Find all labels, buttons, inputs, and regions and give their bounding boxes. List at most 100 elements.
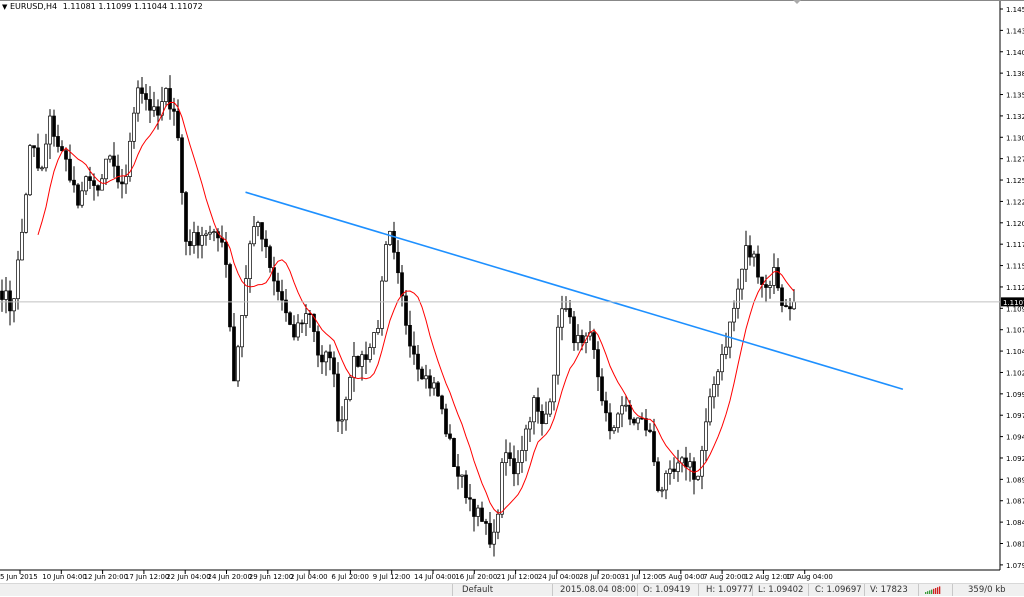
bear-candle bbox=[464, 474, 468, 499]
y-tick-label: 1.10485 bbox=[1006, 348, 1024, 356]
bull-candle bbox=[548, 401, 552, 415]
bull-candle bbox=[476, 507, 480, 517]
x-tick-label: 10 Jun 04:00 bbox=[42, 573, 86, 581]
status-open: O: 1.09419 bbox=[643, 585, 691, 595]
trendline bbox=[245, 191, 904, 390]
bull-candle bbox=[740, 268, 744, 290]
bull-candle bbox=[360, 354, 364, 367]
bull-candle bbox=[164, 88, 168, 102]
bull-candle bbox=[752, 253, 756, 258]
bull-candle bbox=[660, 489, 664, 492]
bull-candle bbox=[768, 285, 772, 288]
bear-candle bbox=[484, 521, 488, 524]
bull-candle bbox=[348, 377, 352, 400]
bull-candle bbox=[48, 115, 52, 145]
bear-candle bbox=[148, 99, 152, 111]
bull-candle bbox=[352, 355, 356, 378]
ohlc-readout: 1.11081 1.11099 1.11044 1.11072 bbox=[62, 2, 203, 11]
bear-candle bbox=[656, 461, 660, 491]
y-tick-label: 1.08705 bbox=[1006, 498, 1024, 506]
bear-candle bbox=[428, 375, 432, 389]
bear-candle bbox=[508, 452, 512, 459]
signal-bar bbox=[935, 588, 937, 594]
bear-candle bbox=[276, 280, 280, 292]
bull-candle bbox=[20, 231, 24, 261]
signal-bar bbox=[925, 592, 927, 594]
bear-candle bbox=[632, 418, 636, 424]
bear-candle bbox=[692, 461, 696, 480]
bear-candle bbox=[748, 245, 752, 258]
bull-candle bbox=[664, 473, 668, 491]
triangle-down-icon[interactable]: ▼ bbox=[2, 3, 8, 11]
bear-candle bbox=[540, 411, 544, 424]
bull-candle bbox=[516, 462, 520, 475]
y-tick-label: 1.13290 bbox=[1006, 113, 1024, 121]
bull-candle bbox=[636, 417, 640, 424]
moving-average-line bbox=[37, 101, 795, 514]
bull-candle bbox=[556, 326, 560, 376]
bear-candle bbox=[652, 431, 656, 463]
bull-candle bbox=[344, 399, 348, 421]
y-tick-label: 1.12270 bbox=[1006, 198, 1024, 206]
x-tick-label: 9 Jul 12:00 bbox=[373, 573, 411, 581]
profile-name[interactable]: Default bbox=[462, 585, 494, 595]
bear-candle bbox=[396, 251, 400, 274]
y-tick-label: 1.13800 bbox=[1006, 70, 1024, 78]
bull-candle bbox=[492, 531, 496, 545]
x-tick-label: 24 Jun 20:00 bbox=[208, 573, 252, 581]
bear-candle bbox=[776, 267, 780, 289]
bull-candle bbox=[736, 288, 740, 309]
bear-candle bbox=[416, 353, 420, 370]
x-tick-label: 5 Jun 2015 bbox=[0, 573, 38, 581]
bear-candle bbox=[176, 110, 180, 139]
y-tick-label: 1.08955 bbox=[1006, 476, 1024, 484]
bull-candle bbox=[460, 474, 464, 477]
chart-window[interactable]: 1.14565 1.14310 1.14055 1.13800 1.13545 1.132… bbox=[0, 0, 1024, 583]
bear-candle bbox=[268, 246, 272, 268]
bull-candle bbox=[324, 351, 328, 363]
bull-candle bbox=[44, 143, 48, 169]
bull-candle bbox=[304, 313, 308, 325]
bull-candle bbox=[688, 461, 692, 468]
x-tick-label: 29 Jun 12:00 bbox=[249, 573, 293, 581]
y-tick-label: 1.11250 bbox=[1006, 284, 1024, 292]
bear-candle bbox=[788, 306, 792, 310]
bull-candle bbox=[296, 322, 300, 338]
y-tick-label: 1.09465 bbox=[1006, 434, 1024, 442]
bull-candle bbox=[728, 321, 732, 348]
bull-candle bbox=[4, 290, 8, 300]
bear-candle bbox=[68, 158, 72, 181]
y-tick-label: 1.13035 bbox=[1006, 134, 1024, 142]
y-tick-label: 1.10995 bbox=[1006, 305, 1024, 313]
bear-candle bbox=[224, 241, 228, 265]
x-tick-label: 17 Jun 12:00 bbox=[125, 573, 169, 581]
bull-candle bbox=[724, 346, 728, 355]
x-tick-label: 6 Jul 20:00 bbox=[331, 573, 369, 581]
bull-candle bbox=[624, 404, 628, 407]
bull-candle bbox=[720, 354, 724, 373]
x-tick-label: 31 Jul 12:00 bbox=[621, 573, 663, 581]
bull-candle bbox=[84, 176, 88, 192]
signal-bar bbox=[929, 590, 931, 594]
bear-candle bbox=[96, 185, 100, 191]
y-tick-label: 1.10230 bbox=[1006, 369, 1024, 377]
bull-candle bbox=[240, 315, 244, 348]
bear-candle bbox=[404, 295, 408, 326]
x-tick-label: 5 Aug 04:00 bbox=[662, 573, 705, 581]
bull-candle bbox=[544, 413, 548, 424]
bull-candle bbox=[108, 155, 112, 160]
bull-candle bbox=[236, 346, 240, 382]
bear-candle bbox=[600, 376, 604, 402]
bear-candle bbox=[196, 232, 200, 246]
bull-candle bbox=[772, 267, 776, 286]
bull-candle bbox=[192, 232, 196, 247]
bull-candle bbox=[520, 450, 524, 463]
bull-candle bbox=[576, 335, 580, 344]
y-tick-label: 1.10740 bbox=[1006, 327, 1024, 335]
bear-candle bbox=[604, 400, 608, 414]
price-chart[interactable]: 1.14565 1.14310 1.14055 1.13800 1.13545 1.132… bbox=[0, 0, 1024, 583]
bear-candle bbox=[64, 150, 68, 160]
bear-candle bbox=[452, 438, 456, 467]
y-tick-label: 1.09210 bbox=[1006, 455, 1024, 463]
bull-candle bbox=[732, 307, 736, 323]
